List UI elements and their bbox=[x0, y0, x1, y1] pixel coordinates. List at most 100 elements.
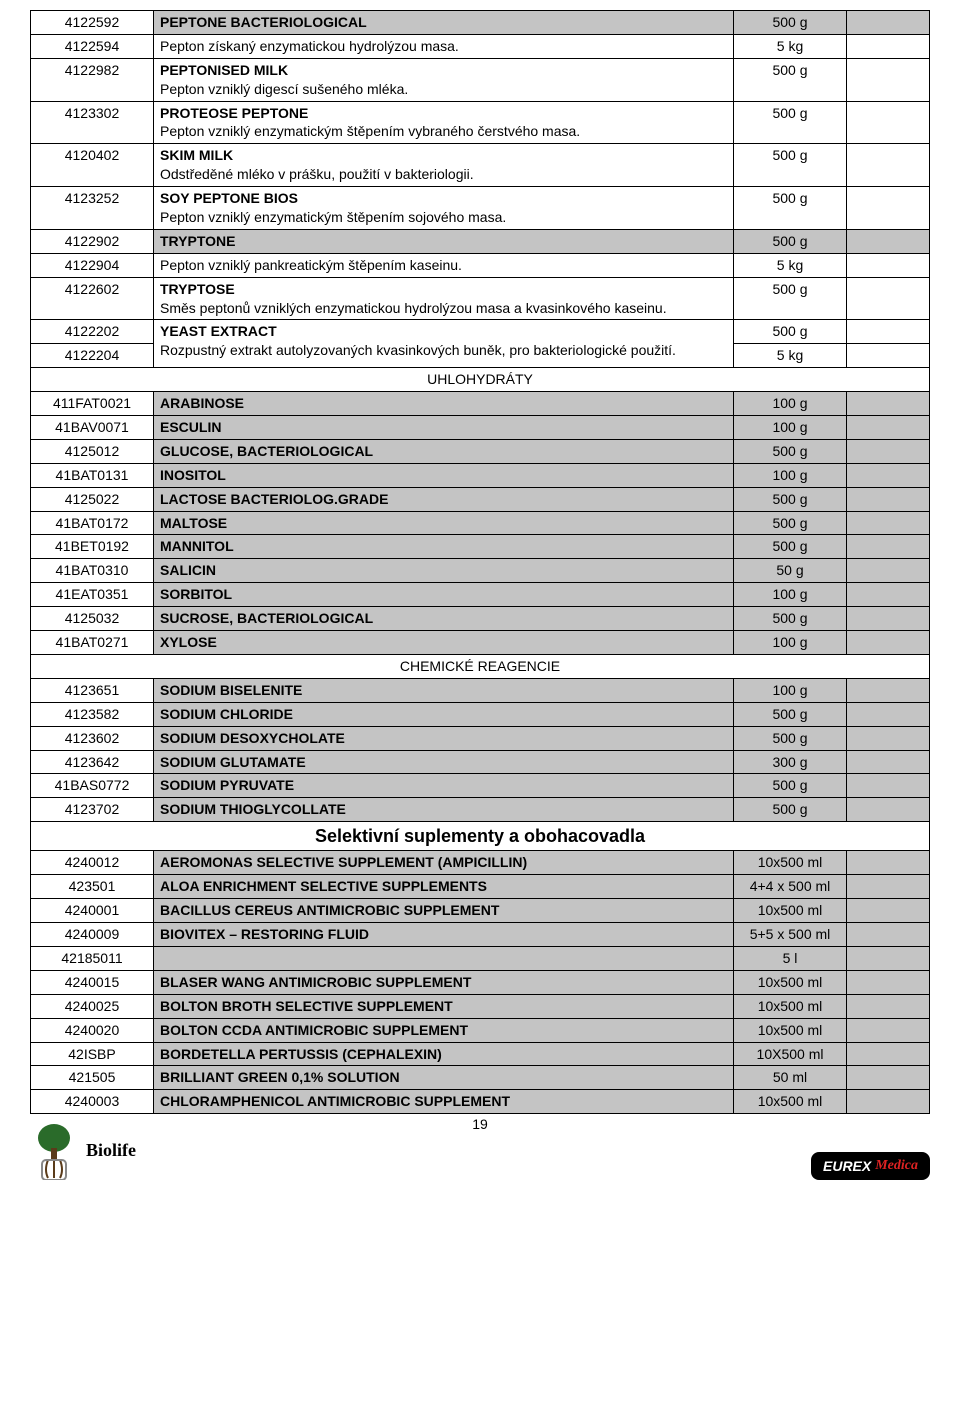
qty-cell: 500 g bbox=[734, 187, 847, 230]
qty-cell: 50 ml bbox=[734, 1066, 847, 1090]
desc-cell: MANNITOL bbox=[154, 535, 734, 559]
table-row: 4240003CHLORAMPHENICOL ANTIMICROBIC SUPP… bbox=[31, 1090, 930, 1114]
desc-cell: SOY PEPTONE BIOSPepton vzniklý enzymatic… bbox=[154, 187, 734, 230]
desc-cell: ALOA ENRICHMENT SELECTIVE SUPPLEMENTS bbox=[154, 875, 734, 899]
code-cell: 41BAT0310 bbox=[31, 559, 154, 583]
qty-cell: 500 g bbox=[734, 439, 847, 463]
blank-cell bbox=[847, 726, 930, 750]
desc-cell: SKIM MILKOdstředěné mléko v prášku, použ… bbox=[154, 144, 734, 187]
code-cell: 41BAV0071 bbox=[31, 416, 154, 440]
desc-cell: BRILLIANT GREEN 0,1% SOLUTION bbox=[154, 1066, 734, 1090]
blank-cell bbox=[847, 144, 930, 187]
table-row: 4122902TRYPTONE500 g bbox=[31, 229, 930, 253]
blank-cell bbox=[847, 439, 930, 463]
desc-cell: BOLTON BROTH SELECTIVE SUPPLEMENT bbox=[154, 994, 734, 1018]
desc-cell: SODIUM PYRUVATE bbox=[154, 774, 734, 798]
desc-cell: SODIUM BISELENITE bbox=[154, 678, 734, 702]
blank-cell bbox=[847, 559, 930, 583]
qty-cell: 500 g bbox=[734, 487, 847, 511]
desc-cell: BIOVITEX – RESTORING FLUID bbox=[154, 923, 734, 947]
code-cell: 4125012 bbox=[31, 439, 154, 463]
blank-cell bbox=[847, 511, 930, 535]
code-cell: 4120402 bbox=[31, 144, 154, 187]
code-cell: 4122204 bbox=[31, 344, 154, 368]
table-row: 423501ALOA ENRICHMENT SELECTIVE SUPPLEME… bbox=[31, 875, 930, 899]
qty-cell: 500 g bbox=[734, 58, 847, 101]
code-cell: 4123582 bbox=[31, 702, 154, 726]
code-cell: 41BET0192 bbox=[31, 535, 154, 559]
qty-cell: 500 g bbox=[734, 726, 847, 750]
blank-cell bbox=[847, 947, 930, 971]
code-cell: 41BAT0271 bbox=[31, 631, 154, 655]
table-row: 411FAT0021ARABINOSE100 g bbox=[31, 392, 930, 416]
qty-cell: 500 g bbox=[734, 702, 847, 726]
eurex-text-left: EUREX bbox=[823, 1158, 871, 1174]
desc-cell: GLUCOSE, BACTERIOLOGICAL bbox=[154, 439, 734, 463]
table-row: 41BAT0310SALICIN50 g bbox=[31, 559, 930, 583]
qty-cell: 100 g bbox=[734, 463, 847, 487]
desc-cell: BOLTON CCDA ANTIMICROBIC SUPPLEMENT bbox=[154, 1018, 734, 1042]
code-cell: 4122594 bbox=[31, 34, 154, 58]
qty-cell: 10x500 ml bbox=[734, 851, 847, 875]
qty-cell: 500 g bbox=[734, 607, 847, 631]
qty-cell: 500 g bbox=[734, 320, 847, 344]
code-cell: 4123602 bbox=[31, 726, 154, 750]
blank-cell bbox=[847, 678, 930, 702]
desc-cell: INOSITOL bbox=[154, 463, 734, 487]
code-cell: 4123702 bbox=[31, 798, 154, 822]
code-cell: 4123642 bbox=[31, 750, 154, 774]
qty-cell: 300 g bbox=[734, 750, 847, 774]
code-cell: 41BAT0172 bbox=[31, 511, 154, 535]
qty-cell: 100 g bbox=[734, 392, 847, 416]
blank-cell bbox=[847, 1090, 930, 1114]
code-cell: 423501 bbox=[31, 875, 154, 899]
desc-cell: YEAST EXTRACTRozpustný extrakt autolyzov… bbox=[154, 320, 734, 368]
blank-cell bbox=[847, 607, 930, 631]
qty-cell: 500 g bbox=[734, 798, 847, 822]
blank-cell bbox=[847, 58, 930, 101]
table-row: 4122904Pepton vzniklý pankreatickým štěp… bbox=[31, 253, 930, 277]
table-row: 4123642SODIUM GLUTAMATE300 g bbox=[31, 750, 930, 774]
table-row: 41EAT0351SORBITOL100 g bbox=[31, 583, 930, 607]
footer-left: Biolife bbox=[30, 1120, 136, 1180]
code-cell: 4240009 bbox=[31, 923, 154, 947]
section-header: Selektivní suplementy a obohacovadla bbox=[31, 822, 930, 851]
code-cell: 4240001 bbox=[31, 899, 154, 923]
table-row: 4240015BLASER WANG ANTIMICROBIC SUPPLEME… bbox=[31, 970, 930, 994]
qty-cell: 500 g bbox=[734, 535, 847, 559]
desc-cell: TRYPTONE bbox=[154, 229, 734, 253]
code-cell: 4123651 bbox=[31, 678, 154, 702]
table-row: 4122982PEPTONISED MILKPepton vzniklý dig… bbox=[31, 58, 930, 101]
qty-cell: 500 g bbox=[734, 144, 847, 187]
qty-cell: 4+4 x 500 ml bbox=[734, 875, 847, 899]
blank-cell bbox=[847, 34, 930, 58]
qty-cell: 500 g bbox=[734, 277, 847, 320]
table-row: 4122202YEAST EXTRACTRozpustný extrakt au… bbox=[31, 320, 930, 344]
blank-cell bbox=[847, 11, 930, 35]
code-cell: 4240025 bbox=[31, 994, 154, 1018]
desc-cell: TRYPTOSESměs peptonů vzniklých enzymatic… bbox=[154, 277, 734, 320]
blank-cell bbox=[847, 229, 930, 253]
desc-cell: AEROMONAS SELECTIVE SUPPLEMENT (AMPICILL… bbox=[154, 851, 734, 875]
blank-cell bbox=[847, 702, 930, 726]
page-footer: Biolife 19 EUREX Medica bbox=[30, 1120, 930, 1180]
blank-cell bbox=[847, 1066, 930, 1090]
blank-cell bbox=[847, 750, 930, 774]
table-row: 4122594Pepton získaný enzymatickou hydro… bbox=[31, 34, 930, 58]
blank-cell bbox=[847, 463, 930, 487]
qty-cell: 500 g bbox=[734, 229, 847, 253]
desc-cell: PROTEOSE PEPTONEPepton vzniklý enzymatic… bbox=[154, 101, 734, 144]
code-cell: 4122592 bbox=[31, 11, 154, 35]
qty-cell: 100 g bbox=[734, 583, 847, 607]
table-row: 4123702SODIUM THIOGLYCOLLATE500 g bbox=[31, 798, 930, 822]
blank-cell bbox=[847, 187, 930, 230]
blank-cell bbox=[847, 1042, 930, 1066]
eurex-logo: EUREX Medica bbox=[811, 1152, 930, 1180]
table-row: 41BAS0772SODIUM PYRUVATE500 g bbox=[31, 774, 930, 798]
code-cell: 4122602 bbox=[31, 277, 154, 320]
table-row: 42ISBPBORDETELLA PERTUSSIS (CEPHALEXIN)1… bbox=[31, 1042, 930, 1066]
table-row: 4123651SODIUM BISELENITE100 g bbox=[31, 678, 930, 702]
qty-cell: 5 kg bbox=[734, 34, 847, 58]
blank-cell bbox=[847, 875, 930, 899]
code-cell: 4240012 bbox=[31, 851, 154, 875]
